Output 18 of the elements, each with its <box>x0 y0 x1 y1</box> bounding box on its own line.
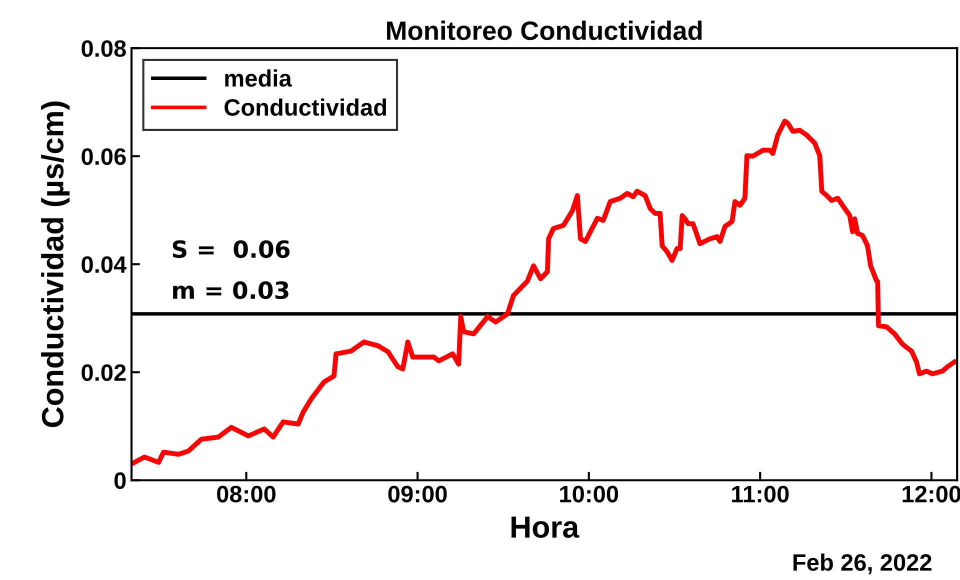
y-axis-title: Conductividad (µs/cm) <box>41 102 70 428</box>
y-tick-label: 0.06 <box>82 148 126 165</box>
chart-title: Monitoreo Conductividad <box>387 20 702 40</box>
x-tick-label: 09:00 <box>388 486 447 502</box>
x-axis-title: Hora <box>512 516 580 538</box>
x-tick-label: 11:00 <box>732 486 789 502</box>
line-series <box>132 118 957 466</box>
text: Feb 26, 2022 <box>794 553 932 574</box>
legend-label: Conductividad <box>224 98 386 116</box>
y-tick-label: 0 <box>114 472 126 490</box>
x-tick-label: 08:00 <box>217 486 276 502</box>
annotation: S = 0.06 <box>172 240 290 258</box>
y-tick-label: 0.08 <box>82 40 126 57</box>
x-tick-label: 10:00 <box>560 486 618 502</box>
annotation: m = 0.03 <box>173 281 288 300</box>
y-tick-label: 0.04 <box>82 256 127 273</box>
y-tick-label: 0.02 <box>82 364 126 382</box>
legend-label: media <box>225 69 292 87</box>
